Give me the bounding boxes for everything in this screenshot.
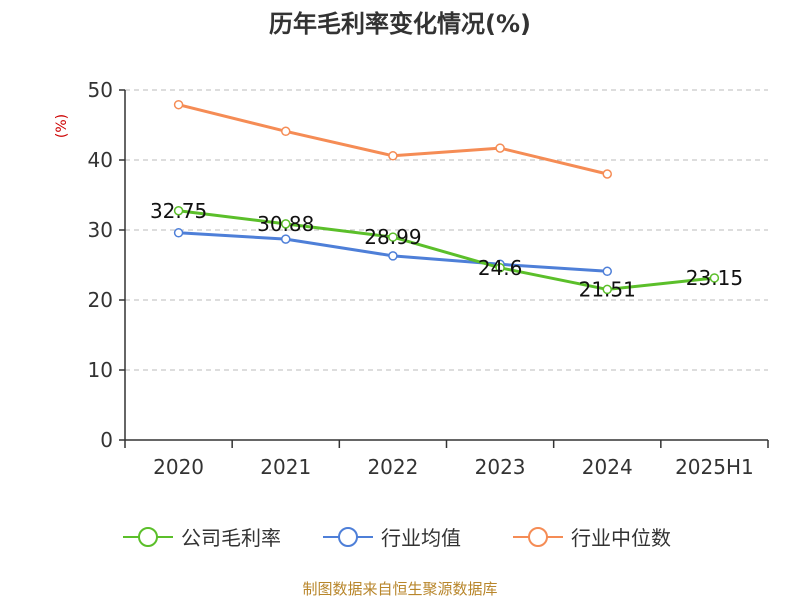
source-note: 制图数据来自恒生聚源数据库 [302, 580, 497, 598]
y-tick-label: 40 [88, 148, 113, 172]
series-1-point [602, 266, 612, 277]
data-label: 30.88 [257, 212, 314, 236]
series-2-point [281, 126, 291, 137]
data-label: 24.6 [478, 256, 523, 280]
x-tick-label: 2022 [367, 455, 418, 479]
series-1-point [173, 228, 184, 238]
x-tick-label: 2020 [153, 455, 204, 479]
series-2-line [178, 103, 608, 176]
axes: 0 10 20 30 40 50 2020 2021 2022 2023 2024 2025H1 [88, 78, 769, 479]
legend-marker [528, 527, 548, 547]
series-1-point [281, 234, 291, 244]
y-tick-label: 30 [88, 218, 113, 242]
legend-label: 行业均值 [381, 526, 461, 550]
series-0-point [602, 284, 612, 295]
legend-label: 公司毛利率 [181, 526, 281, 550]
legend-item-0[interactable]: 公司毛利率 [123, 526, 281, 550]
data-label: 32.75 [150, 199, 207, 223]
x-tick-label: 2023 [475, 455, 526, 479]
x-tick-label: 2021 [260, 455, 311, 479]
y-tick-label: 50 [88, 78, 113, 102]
y-tick-label: 20 [88, 288, 113, 312]
series-0-point [709, 273, 720, 283]
legend-marker [138, 527, 158, 547]
data-labels: 32.75 30.88 28.99 24.6 21.51 23.15 [150, 199, 743, 302]
grid-lines [125, 89, 768, 371]
series-0-point [173, 206, 184, 216]
data-label: 28.99 [364, 225, 421, 249]
series-2-point [602, 169, 612, 179]
x-tick-label: 2024 [582, 455, 633, 479]
chart-title: 历年毛利率变化情况(%) [269, 10, 531, 38]
legend-item-1[interactable]: 行业均值 [323, 526, 461, 550]
series-lines [173, 99, 720, 295]
legend-label: 行业中位数 [571, 526, 671, 550]
legend-item-2[interactable]: 行业中位数 [513, 526, 671, 550]
series-0-point [281, 219, 291, 229]
legend[interactable]: 公司毛利率 行业均值 行业中位数 [123, 526, 671, 550]
x-tick-label: 2025H1 [675, 455, 754, 479]
data-label: 21.51 [579, 277, 636, 301]
data-label: 23.15 [686, 266, 743, 290]
series-1-point [388, 251, 398, 261]
y-axis-unit: (%) [54, 114, 70, 138]
series-2-point [388, 151, 398, 161]
y-tick-label: 10 [88, 358, 113, 382]
legend-marker [338, 527, 358, 547]
series-0-point [495, 263, 505, 273]
series-0-line [178, 209, 715, 291]
series-2-point [495, 143, 505, 153]
y-tick-label: 0 [100, 428, 113, 452]
series-2-point [173, 99, 184, 110]
series-0-point [388, 232, 398, 242]
